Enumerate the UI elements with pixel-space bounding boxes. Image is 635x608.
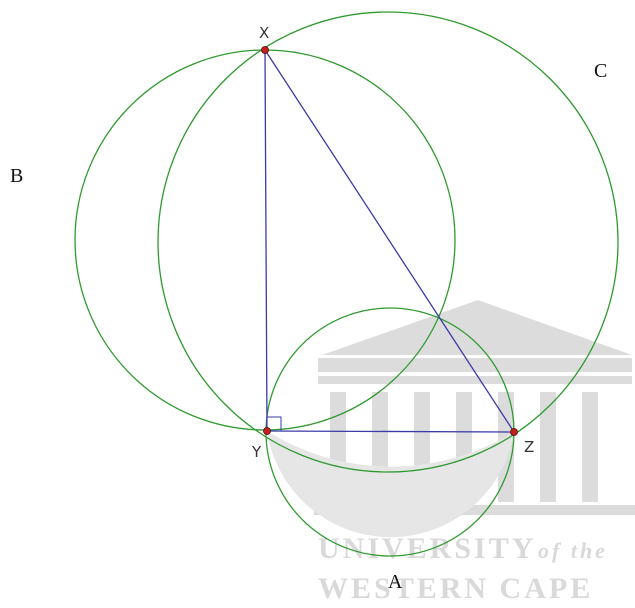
region-label-b: B <box>10 165 23 187</box>
label-z: Z <box>524 438 534 456</box>
region-label-c: C <box>594 60 607 82</box>
right-angle-marker <box>267 416 282 431</box>
vertex-y <box>263 427 271 435</box>
region-label-a: A <box>388 571 403 593</box>
triangle-xyz <box>264 49 515 433</box>
lune-b <box>75 50 268 432</box>
label-x: X <box>259 24 269 42</box>
watermark-base <box>314 505 635 515</box>
watermark-pediment <box>322 300 632 355</box>
vertex-z <box>510 428 518 436</box>
watermark-entablature <box>318 358 632 372</box>
watermark-line2: WESTERN CAPE <box>318 572 593 605</box>
side-yz <box>266 430 515 433</box>
watermark-line1: UNIVERSITY <box>318 532 536 565</box>
side-xy <box>264 49 268 432</box>
watermark-line1-suffix: of the <box>538 538 608 563</box>
watermark-text: UNIVERSITY of the WESTERN CAPE <box>318 532 608 605</box>
lune-a <box>267 431 514 538</box>
label-y: Y <box>251 443 262 461</box>
vertex-x <box>261 46 269 54</box>
watermark-building <box>314 300 635 515</box>
watermark-column <box>540 392 556 502</box>
watermark-column <box>582 392 598 502</box>
side-xz <box>264 49 515 433</box>
circle-c <box>157 11 619 473</box>
watermark-frieze <box>318 376 632 384</box>
